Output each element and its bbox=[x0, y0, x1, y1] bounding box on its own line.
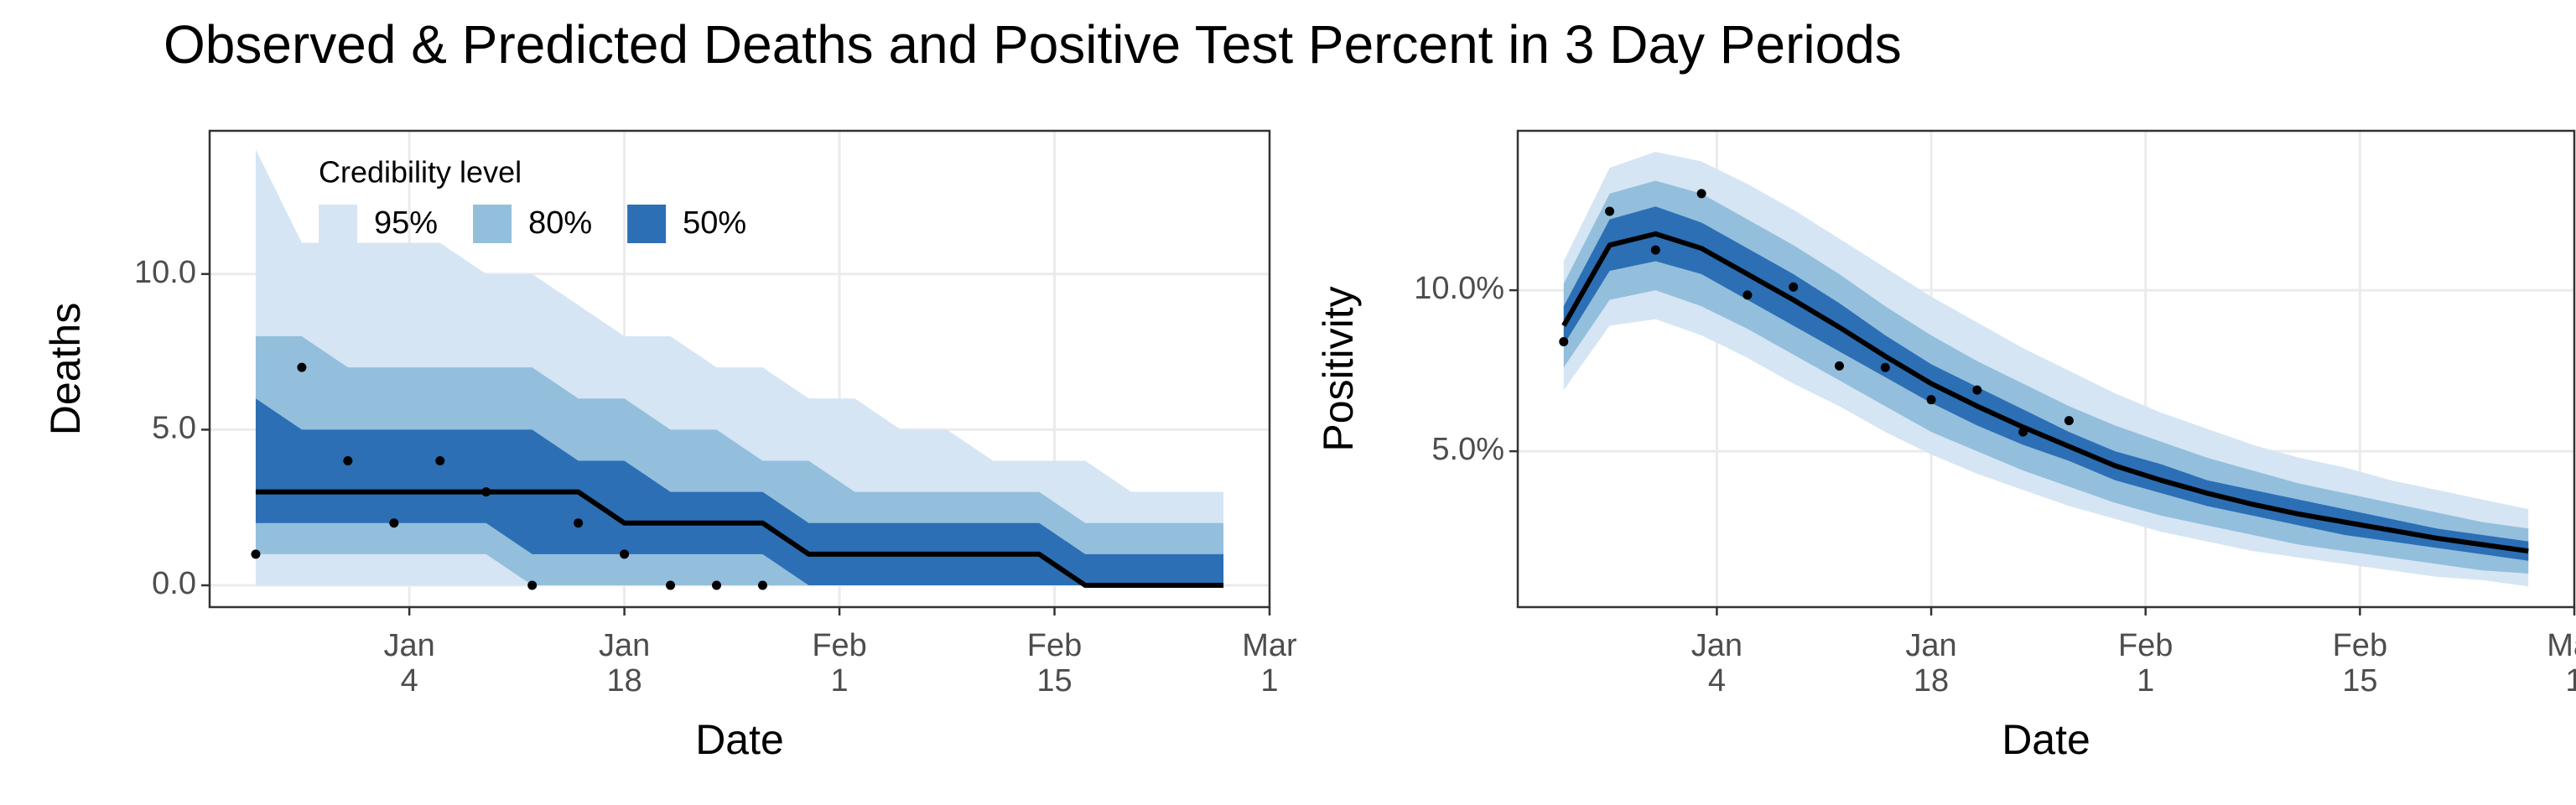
legend-label: 80% bbox=[528, 205, 592, 241]
median-line bbox=[255, 489, 1224, 589]
observed-point bbox=[2018, 427, 2028, 437]
observed-point bbox=[1605, 206, 1615, 216]
observed-point bbox=[712, 580, 722, 590]
legend-swatch bbox=[473, 205, 512, 243]
legend-label: 95% bbox=[374, 205, 438, 241]
credible-band bbox=[1563, 206, 2529, 561]
x-tick-label-line: Jan bbox=[599, 628, 650, 663]
x-tick-label: Feb 15 bbox=[2333, 628, 2387, 699]
x-tick-label-line: Feb bbox=[812, 628, 866, 663]
observed-point bbox=[757, 580, 767, 590]
observed-point bbox=[297, 362, 307, 372]
observed-point bbox=[1789, 282, 1799, 292]
x-tick-label: Feb 1 bbox=[2118, 628, 2173, 699]
observed-point bbox=[1880, 362, 1890, 372]
median-line bbox=[1561, 231, 2529, 554]
x-tick-label: Jan 4 bbox=[384, 628, 435, 699]
observed-point bbox=[435, 456, 445, 466]
observed-point bbox=[1742, 290, 1753, 300]
x-tick-label-line: Jan bbox=[1905, 628, 1956, 663]
observed-point bbox=[527, 580, 538, 590]
x-tick-label-line: Feb bbox=[2118, 628, 2173, 663]
x-tick-label-line: Mar bbox=[2547, 628, 2576, 663]
observed-point bbox=[1834, 361, 1844, 371]
x-tick-label-line: 1 bbox=[2565, 663, 2576, 699]
x-tick-label-line: Mar bbox=[1242, 628, 1297, 663]
x-tick-label-line: 4 bbox=[1708, 663, 1726, 699]
observed-point bbox=[666, 580, 676, 590]
panel bbox=[1518, 131, 2574, 607]
x-axis-title: Date bbox=[2002, 716, 2090, 763]
figure-title: Observed & Predicted Deaths and Positive… bbox=[164, 14, 1902, 75]
x-tick-label-line: Feb bbox=[2333, 628, 2387, 663]
x-tick-label-line: 15 bbox=[2342, 663, 2377, 699]
observed-point bbox=[2064, 416, 2074, 426]
observed-point bbox=[343, 456, 353, 466]
legend-swatch bbox=[627, 205, 667, 243]
credible-band bbox=[1563, 180, 2529, 574]
credible-band bbox=[255, 398, 1224, 586]
panel bbox=[210, 131, 1270, 607]
y-axis-title: Positivity bbox=[1315, 286, 1362, 451]
observed-point bbox=[389, 518, 399, 528]
legend-title: Credibility level bbox=[319, 155, 522, 190]
x-tick-label-line: 4 bbox=[401, 663, 418, 699]
x-tick-label-line: 1 bbox=[1260, 663, 1278, 699]
x-tick-label: Feb 15 bbox=[1027, 628, 1082, 699]
x-tick-label: Jan 18 bbox=[599, 628, 650, 699]
x-tick-label-line: 1 bbox=[2137, 663, 2154, 699]
x-tick-label-line: 15 bbox=[1036, 663, 1072, 699]
legend-label: 50% bbox=[683, 205, 746, 241]
y-tick-label: 10.0 bbox=[134, 255, 196, 290]
panel-border bbox=[208, 129, 1271, 609]
observed-point bbox=[481, 487, 491, 497]
observed-point bbox=[251, 549, 261, 559]
x-tick-label-line: 18 bbox=[1914, 663, 1949, 699]
x-tick-label-line: Feb bbox=[1027, 628, 1082, 663]
observed-point bbox=[1650, 245, 1660, 255]
x-axis-title: Date bbox=[695, 716, 784, 763]
observed-point bbox=[1696, 189, 1706, 199]
x-tick-label: Jan 4 bbox=[1691, 628, 1742, 699]
observed-point bbox=[574, 518, 584, 528]
legend-swatch bbox=[319, 205, 357, 243]
y-tick-label: 5.0% bbox=[1431, 432, 1504, 467]
x-tick-label: Feb 1 bbox=[812, 628, 866, 699]
observed-point bbox=[1926, 395, 1936, 405]
x-tick-label-line: Jan bbox=[384, 628, 435, 663]
y-tick-label: 10.0% bbox=[1414, 271, 1504, 306]
x-tick-label-line: Jan bbox=[1691, 628, 1742, 663]
observed-point bbox=[620, 549, 630, 559]
y-tick-label: 5.0 bbox=[152, 410, 196, 445]
x-tick-label: Jan 18 bbox=[1905, 628, 1956, 699]
x-tick-label-line: 18 bbox=[606, 663, 641, 699]
y-axis-title: Deaths bbox=[42, 303, 89, 435]
x-tick-label-line: 1 bbox=[831, 663, 849, 699]
y-tick-label: 0.0 bbox=[152, 566, 196, 601]
observed-point bbox=[1972, 385, 1982, 395]
observed-point bbox=[1559, 337, 1569, 347]
panel-border bbox=[1516, 129, 2576, 609]
